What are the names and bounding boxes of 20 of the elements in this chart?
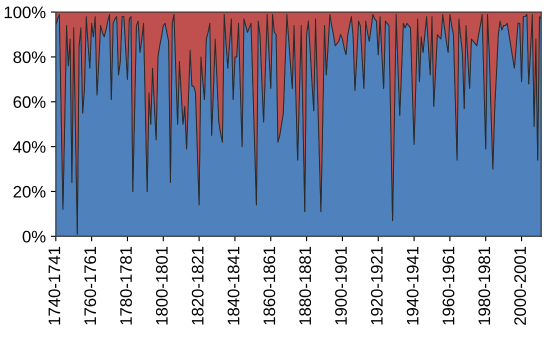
x-tick-label: 2000-2001 xyxy=(514,246,526,325)
x-tick-label: 1780-1781 xyxy=(120,246,132,324)
y-tick-label: 100% xyxy=(4,6,46,18)
y-tick-label: 40% xyxy=(13,141,46,153)
x-tick-label: 1860-1861 xyxy=(263,246,276,324)
x-tick-label: 1960-1961 xyxy=(442,246,454,324)
y-tick-label: 60% xyxy=(14,96,46,108)
x-tick-label: 1980-1981 xyxy=(478,246,490,324)
x-tick-label: 1940-1941 xyxy=(406,246,419,324)
x-tick-label: 1900-1901 xyxy=(335,246,347,324)
y-tick-label: 80% xyxy=(13,51,46,64)
x-tick-label: 1880-1881 xyxy=(299,246,312,324)
x-tick-label: 1820-1821 xyxy=(192,246,204,324)
x-tick-label: 1760-1761 xyxy=(84,246,96,324)
x-tick-label: 1740-1741 xyxy=(48,246,60,324)
x-tick-label: 1840-1841 xyxy=(228,246,240,324)
y-tick-label: 0% xyxy=(22,230,46,243)
x-tick-label: 1920-1921 xyxy=(370,246,383,324)
y-tick-label: 20% xyxy=(14,186,46,198)
x-tick-label: 1800-1801 xyxy=(156,246,168,324)
